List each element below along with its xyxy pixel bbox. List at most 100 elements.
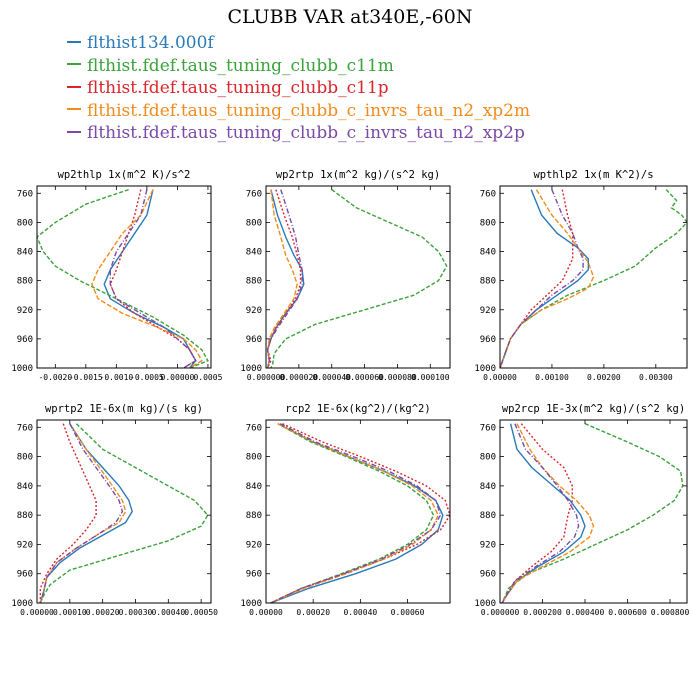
x-tick-label: 0.000800 [651, 608, 690, 617]
y-tick-label: 800 [246, 453, 262, 463]
y-tick-label: 1000 [240, 599, 262, 609]
plot-frame [36, 185, 212, 369]
x-tick-label: 0.00200 [587, 373, 621, 382]
x-tick-label: 0.000080 [378, 373, 417, 382]
legend: flthist134.000f flthist.fdef.taus_tuning… [67, 32, 530, 145]
x-tick-label: -0.0020 [38, 373, 72, 382]
x-tick-label: 0.00000 [249, 608, 283, 617]
panel-4: wprtp2 1E-6x(m kg)/(s kg) 760 800 840 880 920… [11, 403, 218, 617]
x-tick-label: 0.00000 [483, 373, 517, 382]
y-tick-label: 920 [246, 306, 262, 316]
y-tick-label: 920 [17, 540, 33, 550]
y-tick-label: 760 [17, 423, 33, 433]
y-tick-label: 880 [17, 277, 33, 287]
y-tick-label: 840 [480, 482, 496, 492]
series-line-4 [39, 423, 127, 603]
y-tick-label: 920 [480, 306, 496, 316]
plot-frame [499, 419, 688, 604]
series-line-5 [500, 189, 584, 368]
y-tick-label: 760 [480, 423, 496, 433]
y-tick-label: 960 [246, 570, 262, 580]
series-line-5 [270, 423, 442, 603]
y-tick-label: 760 [480, 189, 496, 199]
x-tick-label: 0.000060 [345, 373, 384, 382]
y-tick-label: 1000 [11, 599, 33, 609]
legend-label-2: flthist.fdef.taus_tuning_clubb_c11m [87, 55, 394, 76]
legend-label-3: flthist.fdef.taus_tuning_clubb_c11p [87, 78, 389, 98]
x-tick-label: 0.000000 [247, 373, 286, 382]
y-tick-label: 960 [17, 335, 33, 345]
series-line-2 [37, 188, 209, 368]
legend-item-4: flthist.fdef.taus_tuning_clubb_c_invrs_t… [67, 100, 530, 123]
y-tick-label: 960 [480, 335, 496, 345]
plot-frame [499, 185, 688, 369]
panel-5: rcp2 1E-6x(kg^2)/(kg^2) 760 800 840 880 920 96… [240, 403, 451, 617]
y-tick-label: 800 [17, 453, 33, 463]
series-line-3 [501, 423, 573, 603]
x-tick-label: 0.00040 [151, 608, 185, 617]
page-title: CLUBB VAR at340E,-60N [227, 6, 473, 28]
x-tick-label: 0.00040 [343, 608, 377, 617]
y-tick-label: 840 [17, 482, 33, 492]
y-tick-label: 760 [246, 423, 262, 433]
x-tick-label: 0.000600 [608, 608, 647, 617]
panel-2: wp2rtp 1x(m^2 kg)/(s^2 kg) 760 800 840 880 92… [240, 169, 451, 382]
series-line-2 [270, 423, 435, 603]
series-line-2 [270, 189, 448, 368]
y-tick-label: 800 [246, 218, 262, 228]
y-tick-label: 840 [246, 482, 262, 492]
x-tick-label: 0.00010 [53, 608, 87, 617]
y-tick-label: 800 [480, 218, 496, 228]
y-tick-label: 920 [480, 540, 496, 550]
plot-frame [36, 419, 212, 604]
legend-item-2: flthist.fdef.taus_tuning_clubb_c11m [67, 55, 530, 78]
legend-item-5: flthist.fdef.taus_tuning_clubb_c_invrs_t… [67, 122, 530, 145]
series-line-5 [501, 423, 580, 603]
y-tick-label: 840 [246, 248, 262, 258]
x-tick-label: 0.000400 [566, 608, 605, 617]
series-line-1 [103, 189, 197, 368]
panel-title: wpthlp2 1x(m K^2)/s [533, 169, 653, 181]
legend-swatch-2 [67, 63, 81, 65]
legend-label-4: flthist.fdef.taus_tuning_clubb_c_invrs_t… [87, 100, 531, 121]
x-tick-label: 0.00000 [20, 608, 54, 617]
x-tick-label: 0.00020 [296, 608, 330, 617]
series-line-1 [501, 423, 586, 603]
x-tick-label: 0.00000 [161, 373, 195, 382]
x-tick-label: 0.0005 [193, 373, 222, 382]
series-line-1 [39, 423, 133, 603]
series-line-2 [501, 423, 684, 603]
y-tick-label: 840 [480, 248, 496, 258]
y-tick-label: 1000 [474, 364, 496, 374]
series-line-4 [91, 189, 203, 368]
legend-label-5: flthist.fdef.taus_tuning_clubb_c_invrs_t… [87, 123, 525, 143]
legend-swatch-4 [67, 108, 81, 110]
series-line-3 [109, 189, 197, 368]
series-line-5 [266, 189, 303, 368]
x-tick-label: -0.0005 [130, 373, 164, 382]
series-line-2 [39, 423, 209, 603]
legend-swatch-5 [67, 130, 81, 133]
x-tick-label: 0.00300 [639, 373, 673, 382]
y-tick-label: 760 [17, 189, 33, 199]
x-tick-label: -0.0015 [69, 373, 103, 382]
x-tick-label: 0.00060 [391, 608, 425, 617]
y-tick-label: 880 [480, 277, 496, 287]
y-tick-label: 880 [480, 511, 496, 521]
panel-6: wp2rcp 1E-3x(m^2 kg)/(s^2 kg) 760 800 840 88… [474, 403, 689, 617]
x-tick-label: -0.0010 [100, 373, 134, 382]
y-tick-label: 800 [480, 453, 496, 463]
legend-swatch-1 [67, 40, 81, 43]
plot-frame [265, 419, 451, 604]
legend-swatch-3 [67, 85, 81, 88]
series-line-4 [266, 189, 298, 368]
panel-title: wp2rcp 1E-3x(m^2 kg)/(s^2 kg) [502, 403, 685, 415]
panel-title: wp2thlp 1x(m^2 K)/s^2 [58, 169, 191, 181]
series-line-1 [500, 189, 589, 368]
legend-item-1: flthist134.000f [67, 32, 530, 55]
panel-title: rcp2 1E-6x(kg^2)/(kg^2) [285, 403, 430, 415]
x-tick-label: 0.000200 [523, 608, 562, 617]
panel-title: wp2rtp 1x(m^2 kg)/(s^2 kg) [276, 169, 440, 181]
y-tick-label: 880 [246, 277, 262, 287]
legend-item-3: flthist.fdef.taus_tuning_clubb_c11p [67, 77, 530, 100]
